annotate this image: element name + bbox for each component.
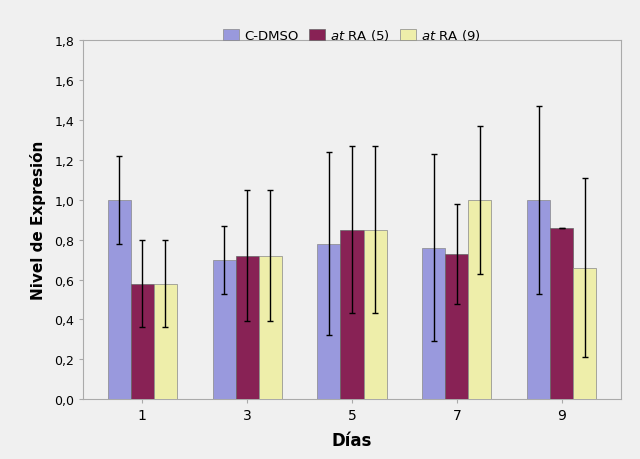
- Bar: [108, 201, 131, 399]
- Y-axis label: Nivel de Expresión: Nivel de Expresión: [30, 141, 46, 300]
- Bar: [340, 230, 364, 399]
- Bar: [317, 244, 340, 399]
- Bar: [573, 268, 596, 399]
- X-axis label: Días: Días: [332, 431, 372, 448]
- Bar: [154, 284, 177, 399]
- Bar: [131, 284, 154, 399]
- Bar: [259, 256, 282, 399]
- Legend: C-DMSO, $\it{at}$ RA (5), $\it{at}$ RA (9): C-DMSO, $\it{at}$ RA (5), $\it{at}$ RA (…: [218, 23, 486, 48]
- Bar: [236, 256, 259, 399]
- Bar: [422, 248, 445, 399]
- Bar: [445, 254, 468, 399]
- Bar: [550, 228, 573, 399]
- Bar: [212, 260, 236, 399]
- Bar: [364, 230, 387, 399]
- Bar: [468, 201, 492, 399]
- Bar: [527, 201, 550, 399]
